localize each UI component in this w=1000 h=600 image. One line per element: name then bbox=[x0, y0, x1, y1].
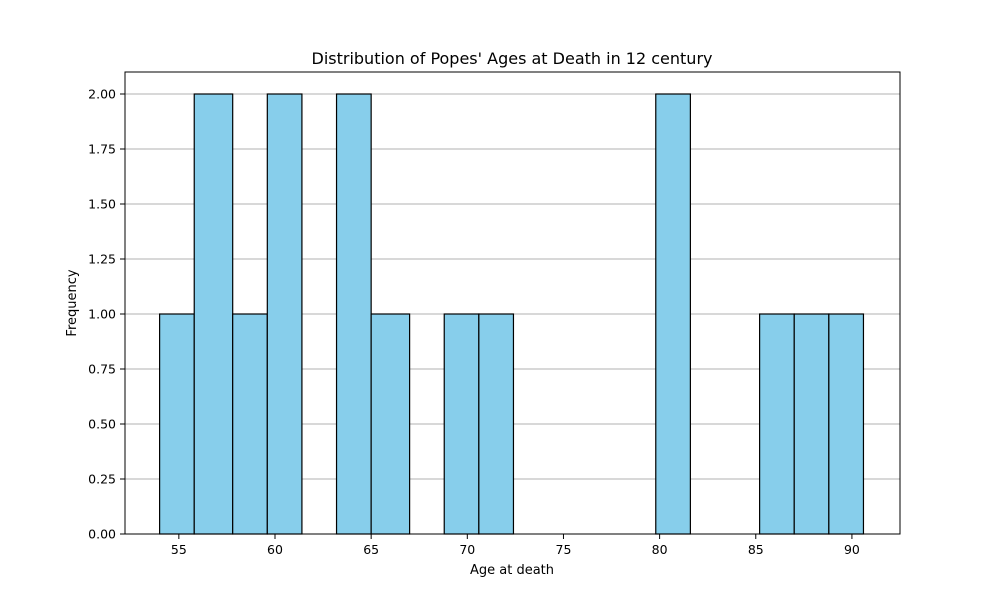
histogram-bar bbox=[335, 93, 372, 535]
histogram-bar bbox=[478, 313, 515, 535]
histogram-bar bbox=[370, 313, 411, 535]
histogram-bar bbox=[266, 93, 303, 535]
bars bbox=[159, 93, 865, 535]
x-tick-label: 55 bbox=[171, 542, 187, 557]
histogram-bar bbox=[232, 313, 268, 535]
histogram-bar bbox=[655, 93, 691, 535]
x-tick-label: 75 bbox=[556, 542, 572, 557]
chart-title: Distribution of Popes' Ages at Death in … bbox=[312, 49, 713, 68]
y-tick-label: 1.25 bbox=[88, 252, 116, 267]
y-tick-label: 1.75 bbox=[88, 142, 116, 157]
x-tick-label: 80 bbox=[652, 542, 668, 557]
x-tick-label: 60 bbox=[267, 542, 283, 557]
histogram-bar bbox=[793, 313, 830, 535]
x-axis-ticks: 55 60 65 70 75 80 85 90 bbox=[171, 534, 860, 557]
y-tick-label: 0.50 bbox=[88, 417, 116, 432]
histogram-bar bbox=[443, 313, 480, 535]
plot-frame bbox=[124, 71, 901, 535]
y-tick-label: 1.00 bbox=[88, 307, 116, 322]
x-axis-label: Age at death bbox=[470, 563, 554, 578]
x-tick-label: 70 bbox=[459, 542, 475, 557]
y-axis-label: Frequency bbox=[65, 269, 80, 336]
y-tick-label: 2.00 bbox=[88, 87, 116, 102]
y-tick-label: 1.50 bbox=[88, 197, 116, 212]
x-tick-label: 90 bbox=[844, 542, 860, 557]
histogram-bar bbox=[759, 313, 795, 535]
x-tick-label: 85 bbox=[748, 542, 764, 557]
y-tick-label: 0.75 bbox=[88, 362, 116, 377]
histogram-bar bbox=[193, 93, 234, 535]
histogram-bar bbox=[159, 313, 195, 535]
histogram-bar bbox=[828, 313, 865, 535]
x-tick-label: 65 bbox=[363, 542, 379, 557]
y-tick-label: 0.25 bbox=[88, 472, 116, 487]
y-tick-label: 0.00 bbox=[88, 527, 116, 542]
y-axis-ticks: 0.00 0.25 0.50 0.75 1.00 1.25 1.50 1.75 2.00 bbox=[88, 87, 125, 542]
